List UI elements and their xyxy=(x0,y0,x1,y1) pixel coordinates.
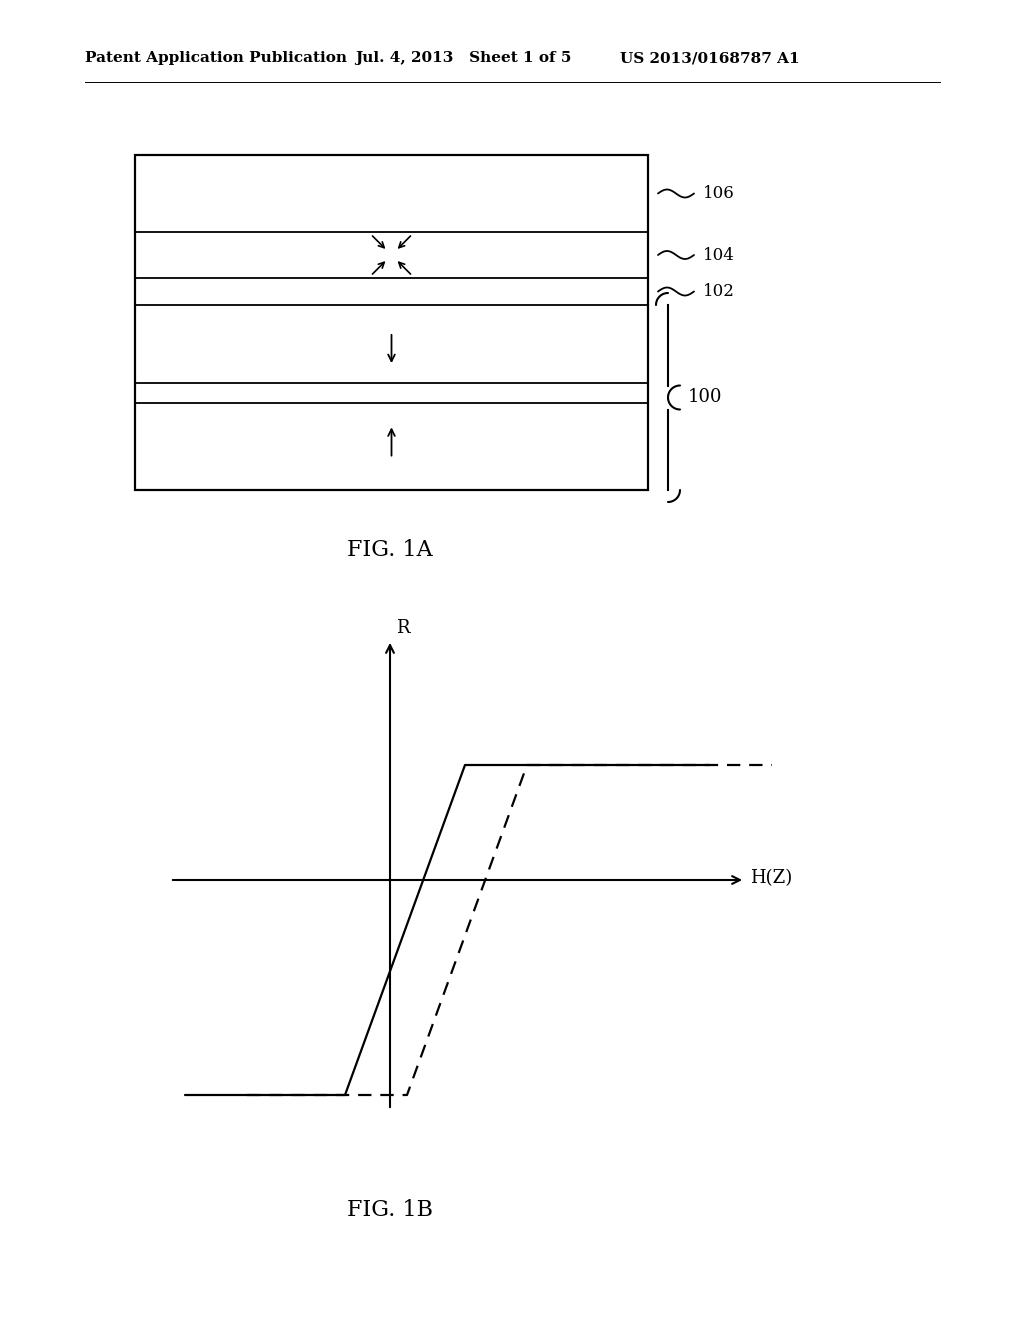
Text: 106: 106 xyxy=(703,185,735,202)
Text: 100: 100 xyxy=(688,388,723,407)
Text: H(Z): H(Z) xyxy=(750,869,793,887)
Text: FIG. 1A: FIG. 1A xyxy=(347,539,433,561)
Text: 102: 102 xyxy=(703,282,735,300)
Text: R: R xyxy=(396,619,410,638)
Bar xyxy=(135,154,648,490)
Text: FIG. 1B: FIG. 1B xyxy=(347,1199,433,1221)
Text: Jul. 4, 2013   Sheet 1 of 5: Jul. 4, 2013 Sheet 1 of 5 xyxy=(355,51,571,65)
Text: US 2013/0168787 A1: US 2013/0168787 A1 xyxy=(620,51,800,65)
Text: 104: 104 xyxy=(703,247,735,264)
Text: Patent Application Publication: Patent Application Publication xyxy=(85,51,347,65)
